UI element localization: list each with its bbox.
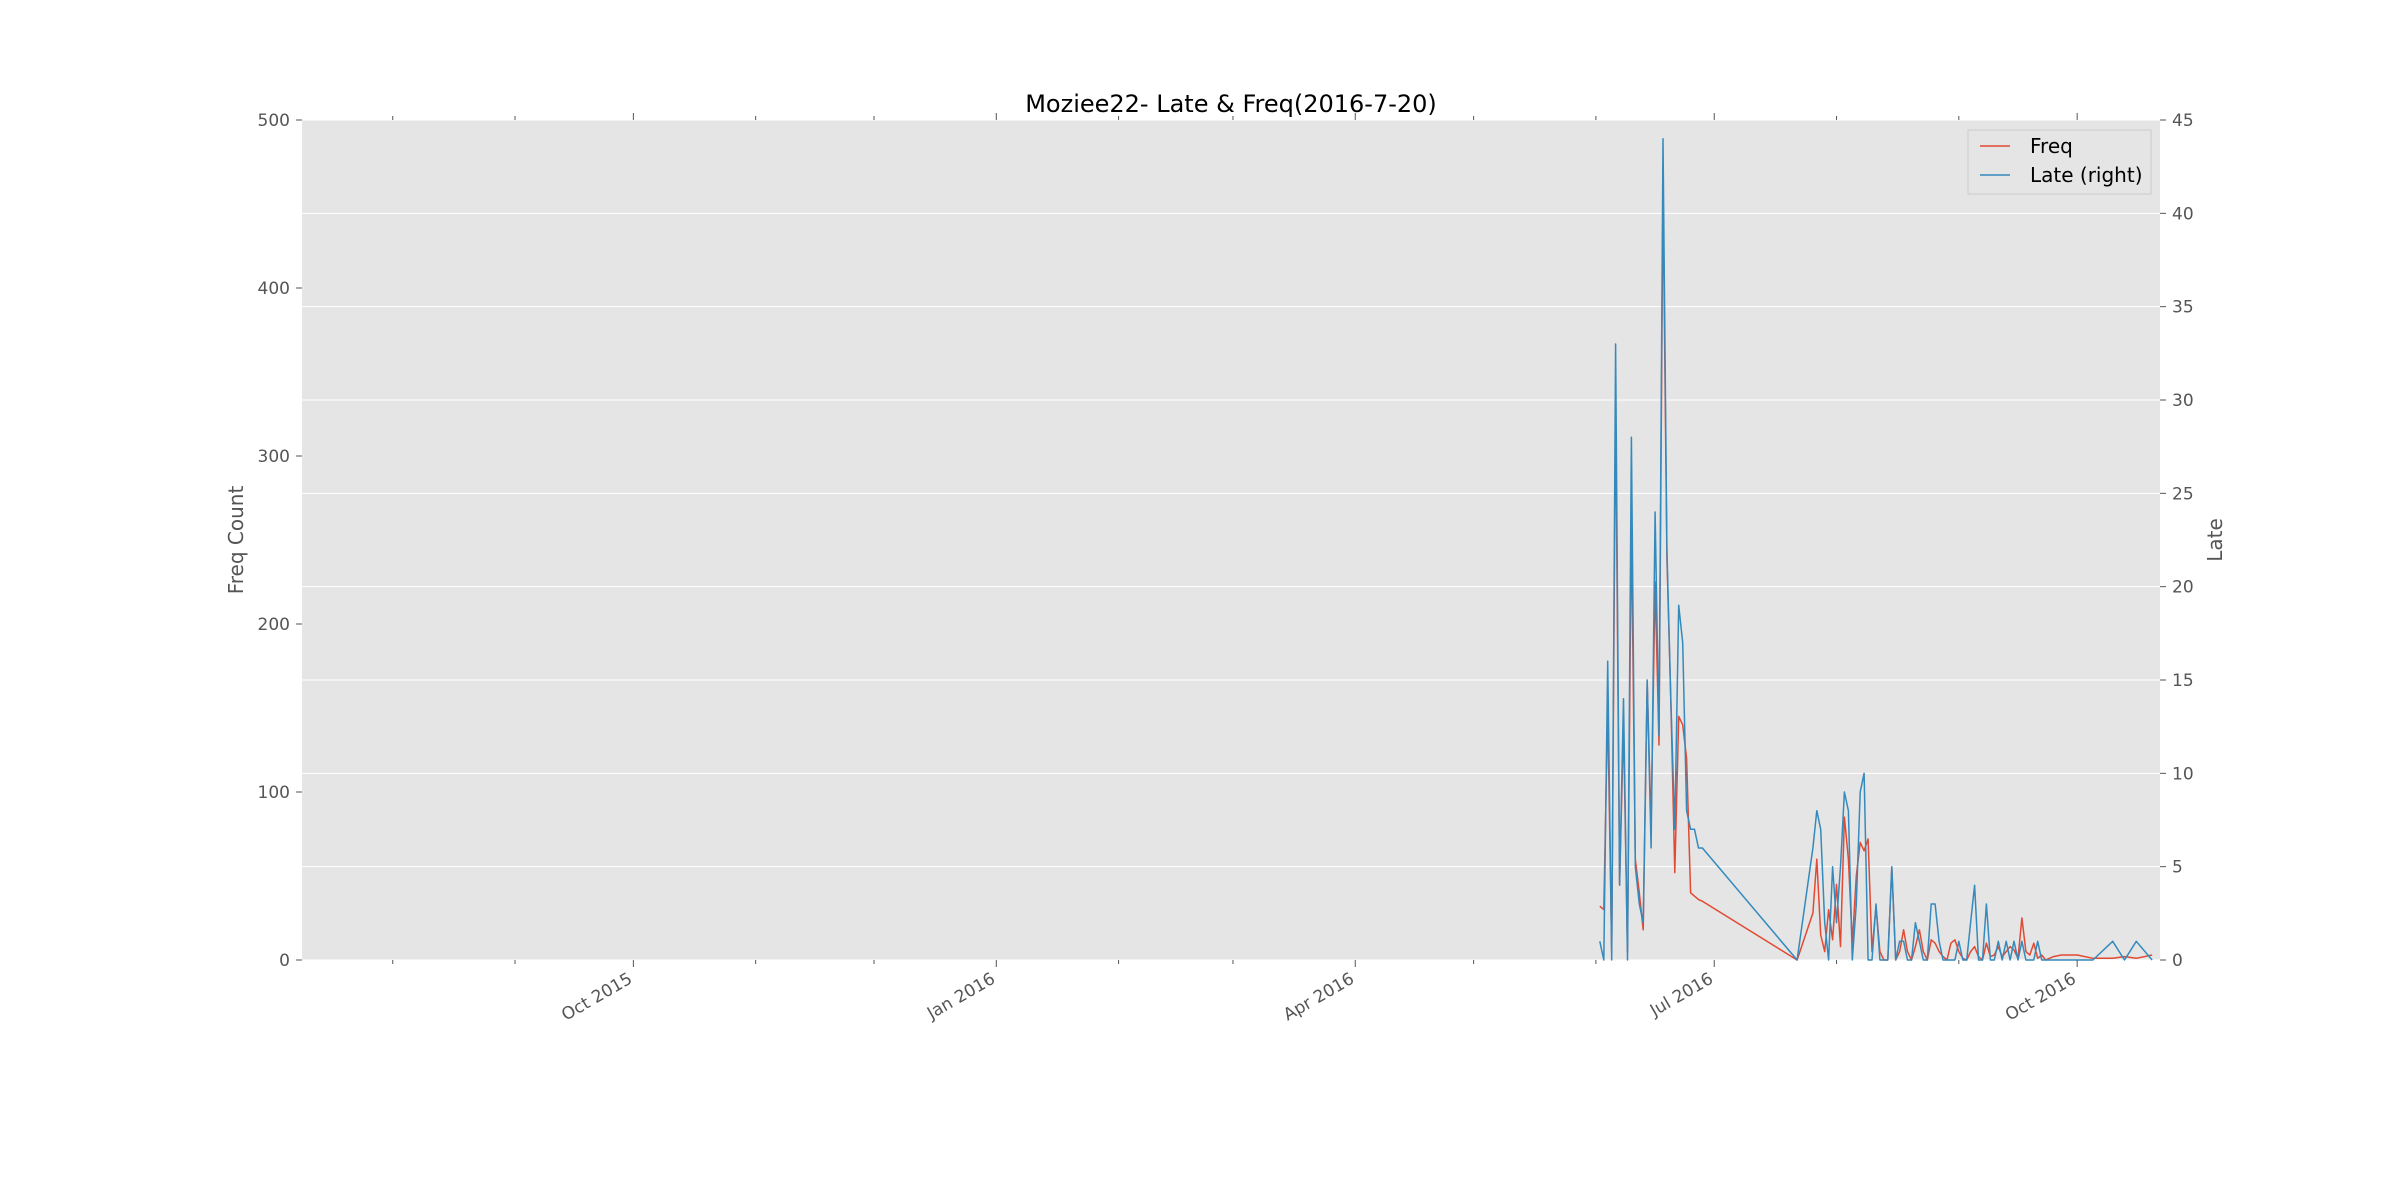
left-tick-label-5: 500 xyxy=(258,111,290,131)
right-tick-label-9: 45 xyxy=(2172,111,2194,131)
left-axis: 0 100 200 300 400 500 xyxy=(258,111,302,971)
legend-late-label: Late (right) xyxy=(2030,163,2143,187)
right-tick-label-4: 20 xyxy=(2172,578,2194,598)
x-tick-label-2: Apr 2016 xyxy=(1280,969,1358,1025)
right-tick-label-0: 0 xyxy=(2172,951,2183,971)
left-tick-label-4: 400 xyxy=(258,279,290,299)
right-tick-label-5: 25 xyxy=(2172,484,2194,504)
plot-background xyxy=(302,120,2160,960)
y-axis-left-label: Freq Count xyxy=(224,486,248,595)
right-tick-label-6: 30 xyxy=(2172,391,2194,411)
right-tick-label-3: 15 xyxy=(2172,671,2194,691)
legend: Freq Late (right) xyxy=(1967,129,2152,195)
right-tick-label-2: 10 xyxy=(2172,764,2194,784)
x-tick-label-3: Jul 2016 xyxy=(1646,969,1717,1021)
right-axis: 0 5 10 15 20 25 30 35 40 45 xyxy=(2160,111,2194,971)
chart-title: Moziee22- Late & Freq(2016-7-20) xyxy=(1025,90,1437,118)
x-tick-label-1: Jan 2016 xyxy=(923,969,999,1024)
x-tick-label-0: Oct 2015 xyxy=(558,969,636,1025)
left-tick-label-0: 0 xyxy=(279,951,290,971)
series-layer xyxy=(1599,137,2153,961)
left-tick-label-2: 200 xyxy=(258,615,290,635)
grid xyxy=(302,119,2160,961)
series-line-late xyxy=(1599,137,2153,961)
y-axis-right-label: Late xyxy=(2203,518,2227,562)
right-tick-label-1: 5 xyxy=(2172,858,2183,878)
left-tick-label-1: 100 xyxy=(258,783,290,803)
left-tick-label-3: 300 xyxy=(258,447,290,467)
right-tick-label-7: 35 xyxy=(2172,298,2194,318)
legend-box xyxy=(1967,129,2152,195)
right-tick-label-8: 40 xyxy=(2172,204,2194,224)
x-tick-label-4: Oct 2016 xyxy=(2002,969,2080,1025)
legend-freq-label: Freq xyxy=(2030,134,2073,158)
